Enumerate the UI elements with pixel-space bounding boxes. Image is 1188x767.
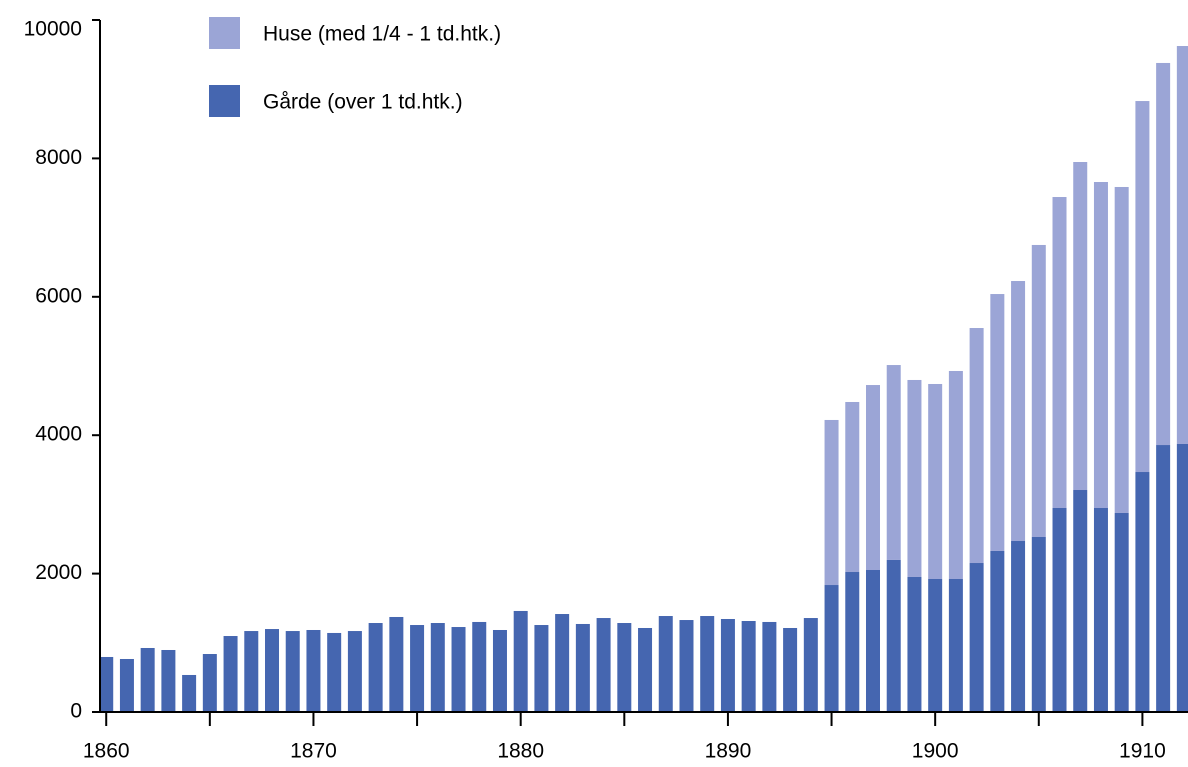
bar <box>596 618 611 712</box>
bar <box>1176 443 1188 712</box>
bar <box>741 621 756 712</box>
bar <box>492 629 507 712</box>
bar <box>907 576 922 712</box>
bar <box>1031 536 1046 712</box>
bar <box>472 621 487 712</box>
y-tick-label: 0 <box>70 700 82 723</box>
x-tick-label: 1860 <box>83 740 130 763</box>
bar <box>182 674 197 712</box>
x-tick-label: 1880 <box>497 740 544 763</box>
bar <box>948 370 963 579</box>
bar <box>948 578 963 712</box>
bar <box>1073 490 1088 712</box>
bar <box>389 616 404 712</box>
bar <box>430 623 445 712</box>
bar <box>762 621 777 712</box>
y-tick-label: 2000 <box>35 561 82 584</box>
bar <box>845 572 860 712</box>
y-tick-label: 8000 <box>35 146 82 169</box>
bar <box>1093 507 1108 712</box>
bar <box>1135 101 1150 473</box>
bar <box>907 379 922 577</box>
x-tick-label: 1870 <box>290 740 337 763</box>
bar <box>265 629 280 712</box>
bar <box>119 658 134 712</box>
x-tick-label: 1900 <box>912 740 959 763</box>
bar <box>1156 445 1171 712</box>
bar <box>845 401 860 573</box>
bar <box>969 328 984 564</box>
bar <box>1052 197 1067 508</box>
bar <box>368 623 383 712</box>
bar <box>244 631 259 712</box>
bar <box>1031 244 1046 537</box>
bar <box>306 629 321 712</box>
bar <box>824 419 839 586</box>
bar <box>1073 161 1088 491</box>
y-tick-label: 4000 <box>35 423 82 446</box>
bar <box>679 620 694 712</box>
bar <box>990 294 1005 551</box>
bar <box>99 656 114 712</box>
bar <box>720 618 735 712</box>
bar <box>700 616 715 712</box>
bar <box>1052 507 1067 712</box>
bar <box>410 625 425 712</box>
bar <box>928 578 943 712</box>
bar <box>575 623 590 712</box>
bar <box>658 616 673 712</box>
bar <box>1011 541 1026 712</box>
y-tick-label: 6000 <box>35 284 82 307</box>
bar <box>347 631 362 712</box>
bar <box>803 618 818 712</box>
bar <box>555 614 570 712</box>
bar <box>865 570 880 712</box>
bar <box>865 385 880 571</box>
bar <box>1135 472 1150 712</box>
bar <box>1093 181 1108 508</box>
bar <box>969 563 984 712</box>
bar <box>140 647 155 712</box>
bar <box>161 649 176 712</box>
legend-label: Gårde (over 1 td.htk.) <box>263 91 463 114</box>
bar <box>451 627 466 712</box>
bar <box>928 383 943 579</box>
bar <box>1176 46 1188 444</box>
bar <box>1114 512 1129 712</box>
bar <box>886 365 901 560</box>
x-tick-label: 1910 <box>1119 740 1166 763</box>
bar <box>783 627 798 712</box>
bar <box>638 627 653 712</box>
bar <box>534 625 549 712</box>
bar <box>285 631 300 712</box>
legend-label: Huse (med 1/4 - 1 td.htk.) <box>263 23 501 46</box>
legend-swatch <box>209 17 240 49</box>
bar <box>886 559 901 712</box>
bar <box>617 623 632 712</box>
bar <box>513 610 528 712</box>
bar <box>223 636 238 712</box>
x-tick-label: 1890 <box>705 740 752 763</box>
bar <box>327 632 342 712</box>
bar <box>202 654 217 712</box>
bar <box>1114 186 1129 513</box>
bar <box>824 585 839 712</box>
bar <box>990 550 1005 712</box>
bar <box>1011 281 1026 542</box>
y-tick-label: 10000 <box>24 18 82 41</box>
legend-swatch <box>209 85 240 117</box>
bar <box>1156 62 1171 446</box>
